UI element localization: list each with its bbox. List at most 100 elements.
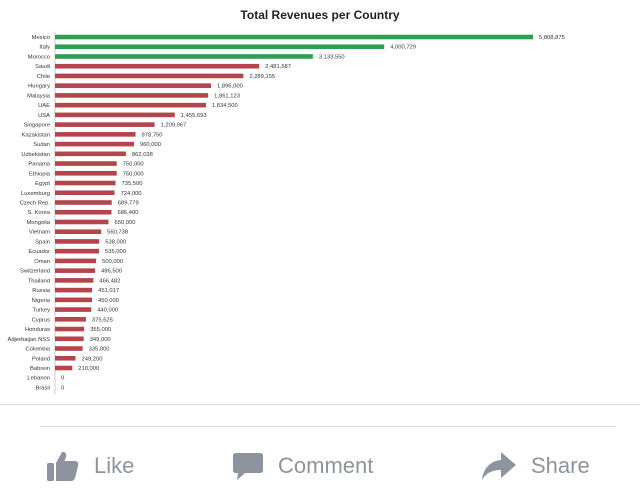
category-label: Saudi <box>35 64 50 70</box>
bar <box>55 34 533 40</box>
category-label: UAE <box>38 103 50 109</box>
category-label: Italy <box>39 45 50 51</box>
value-label: 686,400 <box>117 210 138 216</box>
value-label: 440,000 <box>97 308 118 314</box>
bar-chart: Mexico 5,808,875 Italy 4,000,729 Morocco 3,13… <box>7 32 565 395</box>
bar <box>55 307 92 312</box>
category-label: Turkey <box>32 308 50 314</box>
bar <box>55 122 155 127</box>
bar <box>55 336 84 342</box>
value-label: 0 <box>61 376 64 382</box>
value-label: 689,779 <box>118 200 139 206</box>
category-label: Ethiopia <box>29 171 51 177</box>
bar <box>55 102 206 108</box>
value-label: 451,017 <box>98 288 119 294</box>
comment-button[interactable]: Comment <box>232 448 373 484</box>
bar <box>55 365 73 371</box>
value-label: 1,209,967 <box>161 123 187 129</box>
category-label: Mexico <box>32 35 50 41</box>
category-label: Vietnam <box>29 230 50 236</box>
value-label: 335,000 <box>89 347 110 353</box>
bar <box>55 44 385 50</box>
bar <box>55 180 116 186</box>
bar <box>55 248 100 254</box>
bar <box>55 200 112 205</box>
value-label: 486,500 <box>101 269 122 275</box>
bar <box>55 326 85 332</box>
actions-divider <box>40 426 616 427</box>
category-label: Singapore <box>24 123 50 129</box>
category-label: Uzbekistan <box>21 152 50 158</box>
share-label: Share <box>531 453 590 478</box>
share-button[interactable]: Share <box>481 448 590 484</box>
bar <box>55 161 117 166</box>
share-arrow-icon <box>482 452 516 480</box>
category-label: Spain <box>35 239 50 245</box>
category-label: Bahrein <box>30 366 50 372</box>
bar <box>55 83 212 88</box>
category-label: Malaysia <box>27 93 51 99</box>
bar <box>55 151 126 157</box>
value-label: 1,896,000 <box>217 84 243 90</box>
value-label: 650,000 <box>114 220 135 226</box>
value-label: 3,133,550 <box>319 54 345 60</box>
category-label: Cyprus <box>32 317 50 323</box>
bar <box>55 93 209 98</box>
category-label: Mongolia <box>26 220 50 226</box>
bar <box>55 209 112 215</box>
category-label: Russia <box>32 288 50 294</box>
bar <box>55 355 76 361</box>
bar <box>55 297 93 303</box>
value-label: 0 <box>61 385 64 391</box>
value-label: 450,000 <box>98 298 119 304</box>
category-label: Luxemburg <box>21 191 50 197</box>
comment-label: Comment <box>278 453 374 478</box>
bar <box>55 73 244 79</box>
bar <box>55 170 117 176</box>
category-label: Switzerland <box>20 269 50 275</box>
value-label: 560,738 <box>107 230 128 236</box>
category-label: S. Korea <box>27 210 50 216</box>
bar <box>55 258 97 264</box>
bar <box>55 346 83 351</box>
value-label: 210,000 <box>78 366 99 372</box>
category-label: Honduras <box>25 327 50 333</box>
value-label: 466,482 <box>99 278 120 284</box>
bar <box>55 112 175 118</box>
value-label: 862,038 <box>132 152 153 158</box>
thumbs-up-icon <box>47 451 79 481</box>
action-bar: Like Comment Share <box>0 440 640 493</box>
value-label: 500,000 <box>102 259 123 265</box>
bar <box>55 317 86 322</box>
category-label: Morocco <box>28 54 50 60</box>
chart-area: Total Revenues per Country Mexico 5,808,8… <box>7 8 565 395</box>
bar <box>55 54 313 59</box>
value-label: 2,481,687 <box>265 64 291 70</box>
value-label: 538,000 <box>105 239 126 245</box>
bar <box>55 219 109 225</box>
category-label: Nigeria <box>32 298 51 304</box>
category-label: Oman <box>34 259 50 265</box>
category-label: Kazakistan <box>22 132 50 138</box>
value-label: 735,500 <box>122 181 143 187</box>
value-label: 750,000 <box>123 171 144 177</box>
like-label: Like <box>94 453 135 478</box>
category-label: Panama <box>28 162 50 168</box>
category-label: Brasil <box>36 385 51 391</box>
bar <box>55 278 94 283</box>
chart-divider <box>0 404 640 405</box>
category-label: Egypt <box>35 181 50 187</box>
value-label: 724,000 <box>121 191 142 197</box>
category-label: USA <box>38 113 50 119</box>
like-button[interactable]: Like <box>46 448 134 484</box>
category-label: Colombia <box>26 347 51 353</box>
value-label: 5,808,875 <box>539 35 565 41</box>
value-label: 349,000 <box>90 337 111 343</box>
category-label: Chile <box>37 74 50 80</box>
value-label: 1,861,123 <box>214 93 240 99</box>
bar <box>55 268 96 273</box>
category-label: Sudan <box>33 142 50 148</box>
category-label: Hungary <box>28 84 50 90</box>
category-label: Ecuador <box>28 249 50 255</box>
value-label: 960,000 <box>140 142 161 148</box>
